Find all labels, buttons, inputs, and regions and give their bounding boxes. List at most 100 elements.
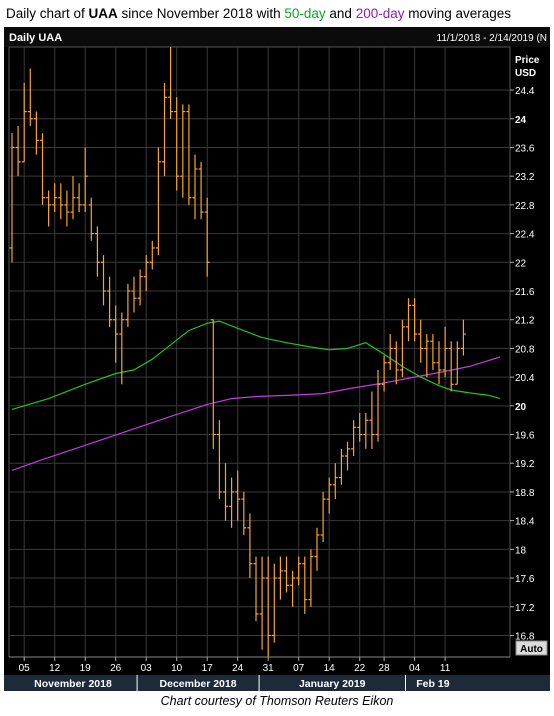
ohlc-bar xyxy=(320,491,326,543)
y-tick-label: 18.4 xyxy=(515,517,535,528)
x-tick-label: 19 xyxy=(80,663,92,674)
x-tick-label: 28 xyxy=(379,663,391,674)
ohlc-bar xyxy=(88,197,94,241)
ohlc-bar xyxy=(308,549,314,607)
ohlc-bar xyxy=(259,556,265,650)
y-tick-label: 24.4 xyxy=(515,86,535,97)
ohlc-bar xyxy=(265,556,271,657)
y-tick-label: 19.6 xyxy=(515,431,535,442)
ohlc-bar xyxy=(94,226,100,277)
x-tick-label: 11 xyxy=(440,663,451,674)
ohlc-bar xyxy=(338,448,344,485)
ohlc-bar xyxy=(180,104,186,198)
x-tick-label: 24 xyxy=(232,663,244,674)
chart-frame: Daily UAA 11/1/2018 - 2/14/2019 (N Price… xyxy=(4,27,550,691)
ohlc-bar xyxy=(460,319,466,356)
ma200-legend: 200-day xyxy=(355,6,405,21)
ma200-series xyxy=(11,356,501,471)
y-tick-label: 20.4 xyxy=(515,373,535,384)
auto-scale-button[interactable] xyxy=(515,640,548,656)
x-tick-label: 14 xyxy=(324,663,336,674)
ohlc-bar xyxy=(363,413,369,449)
y-tick-label: 20 xyxy=(515,402,527,413)
ma50-line xyxy=(11,320,501,410)
y-tick-label: 18.8 xyxy=(515,488,535,499)
ohlc-bar xyxy=(9,133,15,263)
month-label: November 2018 xyxy=(34,678,112,690)
ohlc-bar xyxy=(15,125,21,177)
y-tick-label: 23.6 xyxy=(515,143,535,154)
ohlc-bar xyxy=(113,305,119,363)
ohlc-bar xyxy=(381,355,387,392)
ohlc-bar xyxy=(375,369,381,442)
chart-title: Daily chart of UAA since November 2018 w… xyxy=(6,6,512,21)
ohlc-bar xyxy=(27,68,33,126)
ohlc-bar xyxy=(40,133,45,205)
ohlc-bar xyxy=(247,513,253,579)
ohlc-bar xyxy=(52,183,58,213)
ma50-legend: 50-day xyxy=(284,6,326,21)
ohlc-bar xyxy=(235,470,241,521)
plot-area xyxy=(8,46,511,658)
y-tick-label: 23.2 xyxy=(515,172,535,183)
x-tick-label: 22 xyxy=(354,663,366,674)
ohlc-bar xyxy=(454,341,460,385)
ohlc-bar xyxy=(82,147,88,213)
ohlc-bar xyxy=(33,111,39,155)
ohlc-bar xyxy=(345,441,350,471)
ohlc-bar xyxy=(351,420,357,457)
ohlc-bar xyxy=(277,556,283,600)
ohlc-bar xyxy=(418,319,424,363)
ohlc-bar xyxy=(210,319,216,449)
price-chart[interactable]: Daily UAA 11/1/2018 - 2/14/2019 (N Price… xyxy=(4,27,550,691)
ohlc-bar xyxy=(137,269,143,306)
ohlc-bar xyxy=(399,319,405,378)
ohlc-bar xyxy=(448,341,454,392)
panel-name: Daily UAA xyxy=(9,32,62,44)
ohlc-bar xyxy=(174,97,180,191)
ohlc-bar xyxy=(198,161,204,220)
month-label: Feb 19 xyxy=(416,678,449,690)
ohlc-bar xyxy=(119,312,125,385)
y-tick-label: 18 xyxy=(515,545,527,556)
date-range: 11/1/2018 - 2/14/2019 (N xyxy=(437,33,547,44)
ohlc-bar xyxy=(229,477,235,528)
ohlc-bar xyxy=(162,82,167,177)
y-tick-label: 22.8 xyxy=(515,201,535,212)
ohlc-bar xyxy=(326,477,332,514)
ohlc-bar xyxy=(168,47,174,119)
ohlc-bar xyxy=(131,276,137,313)
ohlc-bar xyxy=(412,298,418,342)
month-strip xyxy=(4,675,550,691)
month-labels: November 2018 December 2018 January 2019 Fe… xyxy=(34,675,450,691)
month-label: January 2019 xyxy=(299,678,366,690)
ohlc-bar xyxy=(21,82,27,163)
ohlc-bar xyxy=(46,190,52,227)
x-tick-label: 03 xyxy=(141,663,153,674)
y-tick-label: 17.6 xyxy=(515,574,535,585)
x-tick-label: 10 xyxy=(171,663,183,674)
price-axis-label: Price xyxy=(515,55,540,66)
month-label: December 2018 xyxy=(160,678,237,690)
y-tick-label: 17.2 xyxy=(515,603,535,614)
ohlc-bar xyxy=(357,413,363,442)
x-tick-label: 26 xyxy=(110,663,122,674)
ohlc-bar xyxy=(424,334,430,378)
y-tick-label: 20.8 xyxy=(515,344,535,355)
ohlc-bar xyxy=(271,563,277,643)
ohlc-bar xyxy=(393,341,399,385)
ohlc-bar xyxy=(436,341,442,385)
ohlc-bar xyxy=(430,334,436,370)
ohlc-bar xyxy=(64,190,70,227)
y-tick-label: 19.2 xyxy=(515,459,535,470)
ohlc-bar xyxy=(253,556,259,622)
y-tick-label: 24 xyxy=(515,115,527,126)
y-tick-label: 22.4 xyxy=(515,230,535,241)
ohlc-bar xyxy=(58,183,64,220)
ohlc-bar xyxy=(290,570,296,607)
ohlc-bar xyxy=(216,420,222,500)
x-tick-label: 05 xyxy=(19,663,31,674)
ohlc-bar xyxy=(125,283,131,327)
y-axis: 16.8 17.2 17.6 18 18.4 18.8 19.2 19.6 20 20.4 20.8… xyxy=(510,86,535,642)
ohlc-bar xyxy=(296,556,302,586)
